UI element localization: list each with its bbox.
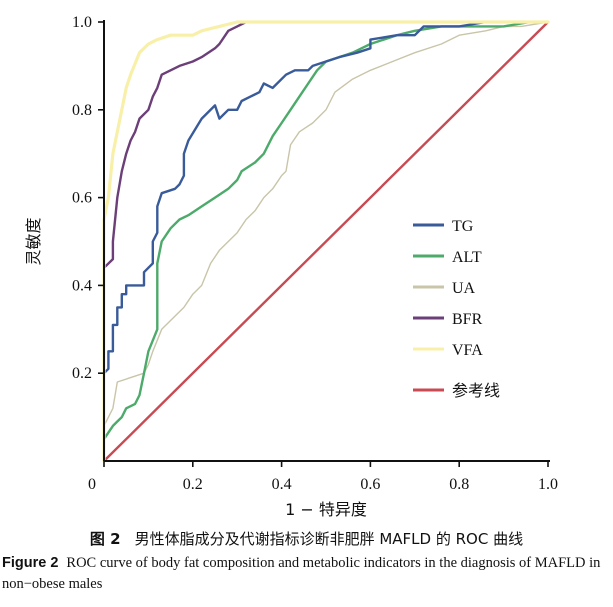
series-layer xyxy=(102,20,550,463)
x-tick-label: 0.2 xyxy=(183,476,203,493)
caption-chinese: 图 2 男性体脂成分及代谢指标诊断非肥胖 MAFLD 的 ROC 曲线 xyxy=(0,528,613,549)
legend-label-BFR: BFR xyxy=(452,311,483,328)
figure-number-en: Figure 2 xyxy=(2,555,59,571)
caption-english: Figure 2 ROC curve of body fat compositio… xyxy=(2,553,608,595)
series-line-TG xyxy=(102,20,550,463)
series-line-VFA xyxy=(102,20,550,463)
legend-label-UA: UA xyxy=(452,280,476,297)
x-tick-label: 0.6 xyxy=(360,476,380,493)
series-line-参考线 xyxy=(102,20,550,463)
legend-label-VFA: VFA xyxy=(452,342,483,359)
legend-label-ALT: ALT xyxy=(452,249,482,266)
x-tick-label: 0 xyxy=(88,476,96,493)
y-tick-label: 0.8 xyxy=(72,102,92,119)
x-tick-label: 1.0 xyxy=(538,476,558,493)
series-line-UA xyxy=(103,21,549,462)
ticks-layer: 0 0.2 0.4 0.6 0.8 1.0 0.2 0.4 0.6 0.8 1.0 xyxy=(72,14,558,493)
axes-layer xyxy=(103,20,550,462)
legend-label-参考线: 参考线 xyxy=(452,382,500,400)
figure-number-cn: 图 2 xyxy=(89,530,121,548)
caption-text-en: ROC curve of body fat composition and me… xyxy=(2,555,601,592)
legend-label-TG: TG xyxy=(452,218,474,235)
y-tick-label: 0.2 xyxy=(72,365,92,382)
x-axis-title: 1 − 特异度 xyxy=(285,500,367,519)
x-tick-label: 0.4 xyxy=(272,476,292,493)
caption-text-cn: 男性体脂成分及代谢指标诊断非肥胖 MAFLD 的 ROC 曲线 xyxy=(134,530,524,548)
roc-chart: 0 0.2 0.4 0.6 0.8 1.0 0.2 0.4 0.6 0.8 1.0 TG ALT UA B… xyxy=(24,14,558,519)
y-tick-label: 0.4 xyxy=(72,277,92,294)
y-tick-label: 1.0 xyxy=(72,14,92,31)
series-line-BFR xyxy=(102,20,550,463)
y-axis-title: 灵敏度 xyxy=(24,217,43,265)
series-line-ALT xyxy=(102,20,550,463)
x-tick-label: 0.8 xyxy=(449,476,469,493)
legend: TG ALT UA BFR VFA 参考线 xyxy=(413,218,500,400)
y-tick-label: 0.6 xyxy=(72,190,92,207)
